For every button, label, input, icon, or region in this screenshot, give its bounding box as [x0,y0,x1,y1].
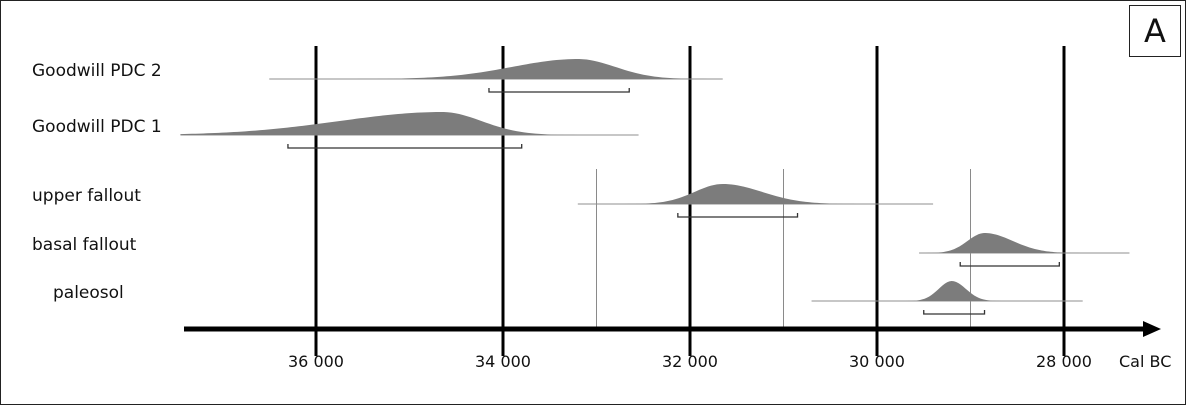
confidence-bracket [923,310,986,315]
confidence-bracket [959,262,1060,267]
series-paleosol [811,281,1083,315]
panel-label-box: A [1129,5,1181,57]
x-axis-unit-label: Cal BC [1119,352,1171,371]
x-tick-label: 28 000 [1036,352,1092,371]
confidence-bracket [677,213,799,218]
panel-label: A [1144,12,1166,50]
series-basal-fallout [919,233,1130,267]
row-label: upper fallout [32,186,141,206]
probability-curve [577,184,934,204]
probability-curve [811,281,1083,301]
x-tick-label: 30 000 [849,352,905,371]
row-label: Goodwill PDC 2 [32,61,162,81]
confidence-bracket [488,88,630,93]
probability-distributions [180,59,1130,315]
probability-curve [269,59,723,79]
row-label: paleosol [53,283,124,303]
x-tick-label: 32 000 [662,352,718,371]
probability-curve [180,112,639,135]
row-label: basal fallout [32,235,137,255]
confidence-bracket [287,144,523,149]
x-tick-label: 36 000 [288,352,344,371]
row-label: Goodwill PDC 1 [32,117,162,137]
probability-curve [919,233,1130,253]
x-axis: 36 000 34 000 32 000 30 000 28 000 [184,321,1161,371]
series-goodwill-pdc-1 [180,112,639,149]
row-labels: Goodwill PDC 2 Goodwill PDC 1 upper fallou… [32,61,162,303]
x-axis-arrowhead [1143,321,1161,337]
x-tick-label: 34 000 [475,352,531,371]
series-upper-fallout [577,184,934,218]
minor-gridlines [596,169,971,328]
series-goodwill-pdc-2 [269,59,723,93]
